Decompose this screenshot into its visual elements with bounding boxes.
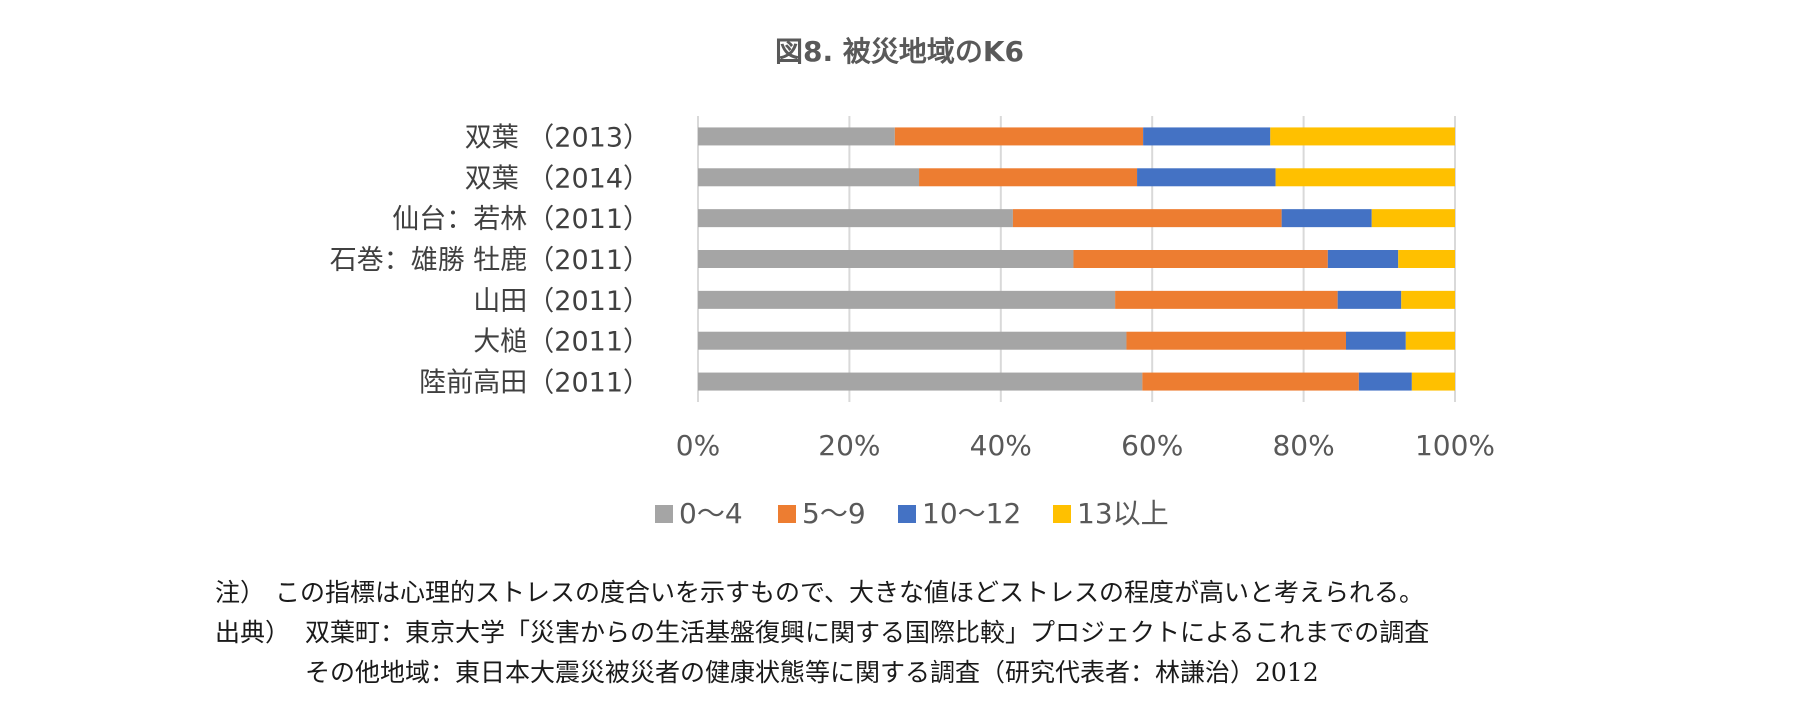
- legend: 0～4 5～9 10～12 13以上: [655, 497, 1169, 530]
- x-tick-labels: 0% 20% 40% 60% 80% 100%: [676, 429, 1495, 462]
- category-label: 石巻：雄勝 牡鹿（2011）: [330, 245, 650, 276]
- x-tick-label: 20%: [818, 429, 880, 462]
- category-label: 山田（2011）: [473, 286, 650, 317]
- bar-segment: [894, 127, 1144, 146]
- legend-label: 13以上: [1077, 497, 1169, 530]
- bar-segment: [1115, 290, 1338, 309]
- bar-segment: [698, 372, 1143, 391]
- category-label: 仙台：若林（2011）: [392, 204, 650, 235]
- stacked-bar-chart: 双葉 （2013） 双葉 （2014） 仙台：若林（2011） 石巻：雄勝 牡鹿（20…: [330, 116, 1495, 530]
- bar-segment: [1337, 290, 1402, 309]
- bar-segment: [1281, 209, 1372, 228]
- bar-segment: [1143, 127, 1271, 146]
- bar-segment: [1275, 168, 1455, 187]
- x-tick-label: 80%: [1272, 429, 1334, 462]
- x-tick-label: 100%: [1415, 429, 1495, 462]
- source-text: 双葉町：東京大学「災害からの生活基盤復興に関する国際比較」プロジェクトによるこれ…: [305, 618, 1430, 647]
- bar-segment: [698, 331, 1127, 350]
- bar-segment: [919, 168, 1138, 187]
- source-line-2: その他地域：東日本大震災被災者の健康状態等に関する調査（研究代表者：林謙治）20…: [215, 653, 1319, 689]
- x-tick-label: 40%: [970, 429, 1032, 462]
- bar-segment: [1411, 372, 1455, 391]
- category-labels: 双葉 （2013） 双葉 （2014） 仙台：若林（2011） 石巻：雄勝 牡鹿（20…: [330, 122, 650, 398]
- bar-segment: [1073, 250, 1328, 268]
- bar-segment: [1358, 372, 1412, 391]
- x-tick-label: 60%: [1121, 429, 1183, 462]
- note-label: 注）: [215, 578, 266, 607]
- legend-swatch: [1053, 505, 1071, 523]
- legend-swatch: [898, 505, 916, 523]
- bar-segment: [1126, 331, 1346, 350]
- bar-segment: [698, 290, 1116, 309]
- legend-swatch: [655, 505, 673, 523]
- legend-label: 0～4: [679, 497, 743, 530]
- bar-segment: [1137, 168, 1276, 187]
- bar-segment: [698, 168, 920, 187]
- category-label: 双葉 （2013）: [465, 122, 650, 153]
- note-line-1: 注） この指標は心理的ストレスの度合いを示すもので、大きな値ほどストレスの程度が高…: [215, 573, 1424, 609]
- legend-label: 10～12: [922, 497, 1021, 530]
- bar-segment: [1142, 372, 1359, 391]
- bar-segment: [698, 209, 1013, 228]
- bar-segment: [1371, 209, 1455, 228]
- category-label: 大槌（2011）: [473, 327, 650, 358]
- bar-segment: [1401, 290, 1455, 309]
- source-label: 出典）: [215, 618, 291, 647]
- bars: [698, 127, 1455, 391]
- bar-segment: [698, 250, 1074, 268]
- bar-segment: [1327, 250, 1399, 268]
- chart-title: 図8. 被災地域のK6: [774, 35, 1025, 68]
- bar-segment: [698, 127, 895, 146]
- note-text: この指標は心理的ストレスの度合いを示すもので、大きな値ほどストレスの程度が高いと…: [275, 578, 1425, 607]
- bar-segment: [1012, 209, 1282, 228]
- source-line-1: 出典） 双葉町：東京大学「災害からの生活基盤復興に関する国際比較」プロジェクトによ…: [215, 613, 1429, 649]
- bar-segment: [1270, 127, 1455, 146]
- source-text-2: その他地域：東日本大震災被災者の健康状態等に関する調査（研究代表者：林謙治）20…: [305, 658, 1319, 687]
- category-label: 陸前高田（2011）: [419, 368, 650, 399]
- bar-segment: [1398, 250, 1455, 268]
- legend-label: 5～9: [802, 497, 866, 530]
- bar-segment: [1405, 331, 1455, 350]
- x-tick-label: 0%: [676, 429, 720, 462]
- category-label: 双葉 （2014）: [465, 163, 650, 194]
- legend-swatch: [778, 505, 796, 523]
- bar-segment: [1345, 331, 1406, 350]
